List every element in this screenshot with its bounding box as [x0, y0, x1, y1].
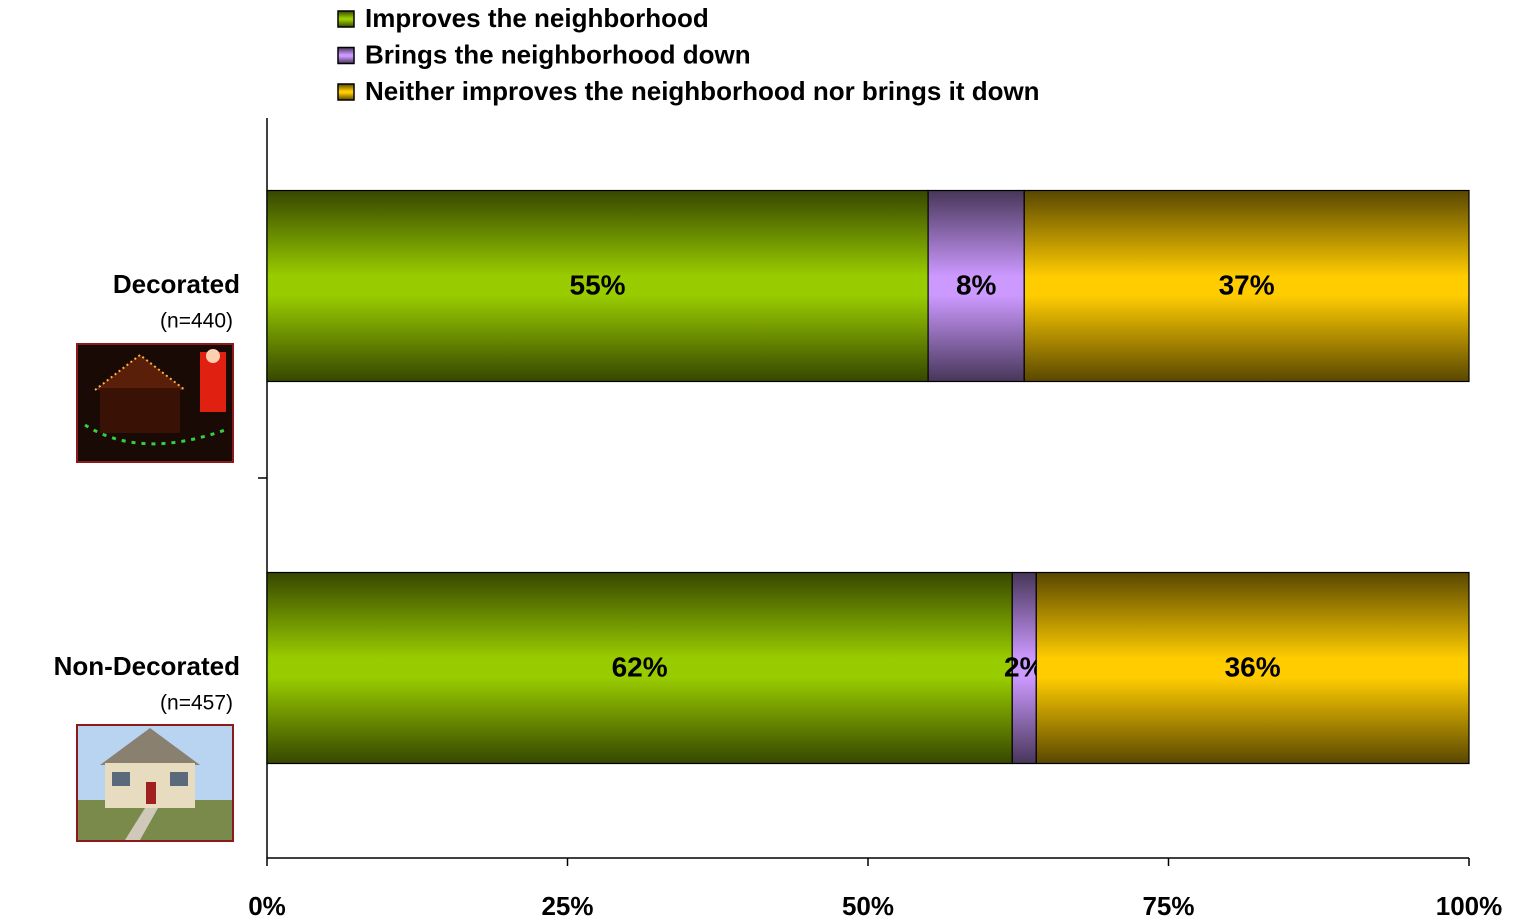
legend-swatch	[337, 46, 355, 65]
data-label: 55%	[570, 269, 626, 300]
data-label: 62%	[612, 651, 668, 682]
x-tick-label: 100%	[1436, 891, 1503, 921]
data-label: 37%	[1219, 269, 1275, 300]
sample-size: (n=457)	[160, 692, 233, 715]
legend-label: Brings the neighborhood down	[365, 39, 751, 69]
x-tick-label: 75%	[1142, 891, 1194, 921]
x-tick-label: 0%	[248, 891, 286, 921]
category-label: Decorated	[113, 269, 240, 299]
x-tick-label: 50%	[842, 891, 894, 921]
bar-segment	[1023, 189, 1470, 383]
bar-segment	[266, 571, 1013, 765]
bar-segment	[1035, 571, 1470, 765]
data-label: 8%	[956, 269, 997, 300]
photo-decorated	[76, 343, 234, 463]
data-label: 36%	[1225, 651, 1281, 682]
legend-label: Neither improves the neighborhood nor br…	[365, 76, 1040, 106]
legend-swatch	[337, 83, 355, 101]
sample-size: (n=440)	[160, 310, 233, 333]
x-tick-label: 25%	[541, 891, 593, 921]
legend-swatch	[337, 10, 355, 28]
bar-segment	[266, 189, 929, 383]
category-label: Non-Decorated	[54, 651, 240, 681]
plot-area	[258, 118, 268, 858]
photo-non-decorated	[76, 724, 234, 842]
legend-label: Improves the neighborhood	[365, 3, 709, 33]
